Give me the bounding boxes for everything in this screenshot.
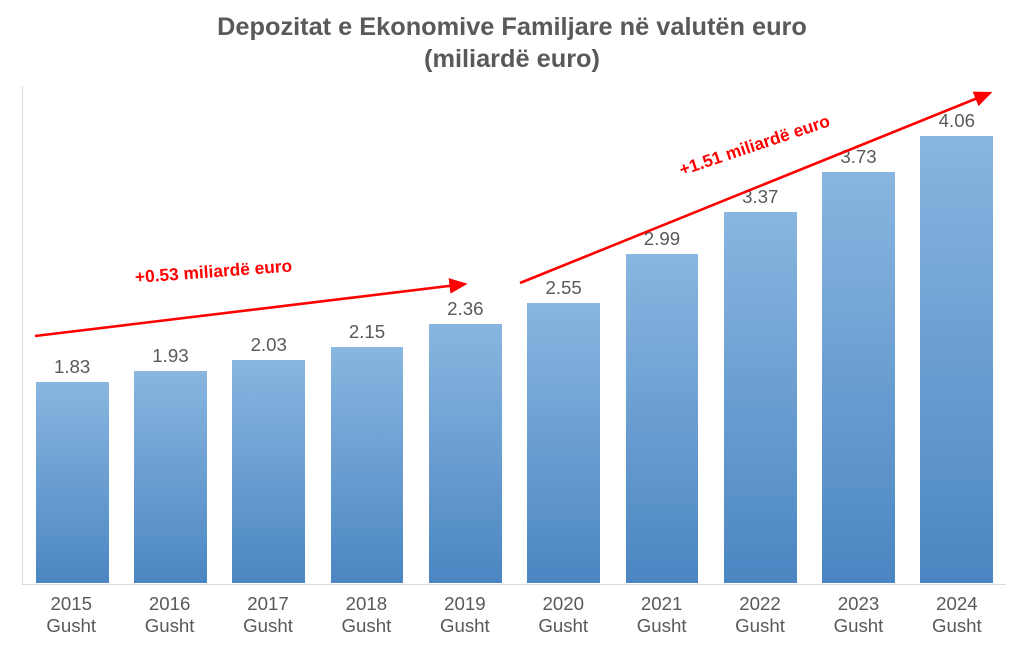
x-axis-label: 2019Gusht: [416, 593, 514, 643]
x-axis-label: 2016Gusht: [120, 593, 218, 643]
bar: 2.15: [330, 346, 405, 584]
bar-chart: Depozitat e Ekonomive Familjare në valut…: [0, 0, 1024, 655]
bar-value-label: 2.15: [349, 321, 385, 343]
bar: 3.37: [723, 211, 798, 584]
x-axis-label: 2023Gusht: [809, 593, 907, 643]
bar-value-label: 2.03: [251, 334, 287, 356]
x-axis-label: 2015Gusht: [22, 593, 120, 643]
bar: 2.03: [231, 359, 306, 584]
bar-value-label: 2.99: [644, 228, 680, 250]
bar-slot: 1.83: [23, 86, 121, 584]
bar: 1.83: [35, 381, 110, 584]
chart-title: Depozitat e Ekonomive Familjare në valut…: [0, 12, 1024, 75]
bar-value-label: 1.93: [152, 345, 188, 367]
x-axis-label: 2020Gusht: [514, 593, 612, 643]
bars-container: 1.83 1.93 2.03 2.15 2.36 2.55 2.99 3.37 3.73 4.06: [23, 86, 1006, 584]
x-axis-label: 2018Gusht: [317, 593, 415, 643]
bar-slot: 2.36: [416, 86, 514, 584]
x-axis: 2015Gusht2016Gusht2017Gusht2018Gusht2019…: [22, 593, 1006, 643]
bar-slot: 1.93: [121, 86, 219, 584]
x-axis-label: 2024Gusht: [908, 593, 1006, 643]
bar-slot: 3.73: [809, 86, 907, 584]
x-axis-label: 2017Gusht: [219, 593, 317, 643]
bar-value-label: 3.73: [840, 146, 876, 168]
bar-slot: 2.03: [220, 86, 318, 584]
bar-value-label: 1.83: [54, 356, 90, 378]
bar: 2.55: [526, 302, 601, 584]
bar-value-label: 4.06: [939, 110, 975, 132]
bar: 2.36: [428, 323, 503, 584]
bar: 4.06: [919, 135, 994, 584]
chart-title-line1: Depozitat e Ekonomive Familjare në valut…: [0, 12, 1024, 44]
chart-title-line2: (miliardë euro): [0, 44, 1024, 76]
bar-value-label: 2.55: [545, 277, 581, 299]
bar: 2.99: [625, 253, 700, 584]
bar-slot: 2.15: [318, 86, 416, 584]
bar: 1.93: [133, 370, 208, 584]
x-axis-label: 2021Gusht: [612, 593, 710, 643]
x-axis-label: 2022Gusht: [711, 593, 809, 643]
bar-value-label: 3.37: [742, 186, 778, 208]
plot-area: 1.83 1.93 2.03 2.15 2.36 2.55 2.99 3.37 3.73 4.06: [22, 86, 1006, 585]
bar-slot: 4.06: [908, 86, 1006, 584]
bar: 3.73: [821, 171, 896, 584]
bar-value-label: 2.36: [447, 298, 483, 320]
bar-slot: 2.55: [514, 86, 612, 584]
